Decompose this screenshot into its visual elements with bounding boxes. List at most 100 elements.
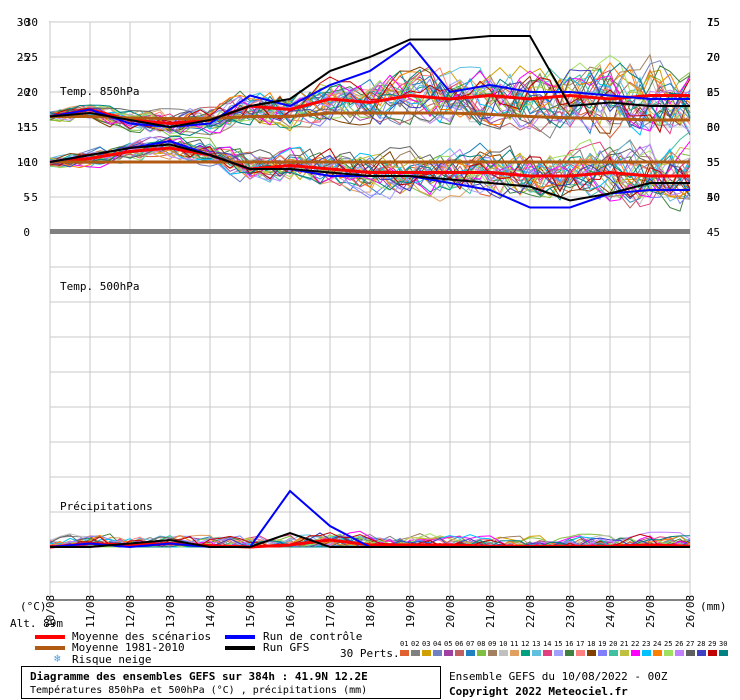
x-tick-label: 20/08 — [444, 595, 457, 628]
pert-number: 13 — [532, 640, 541, 648]
y-tick-right-500: 25 — [707, 86, 720, 99]
pert-color-box — [708, 650, 717, 656]
pert-color-box — [587, 650, 596, 656]
legend-mean-label: Moyenne des scénarios — [72, 630, 212, 643]
x-tick-label: 19/08 — [404, 595, 417, 628]
pert-color-box — [697, 650, 706, 656]
perturbation-line — [50, 74, 691, 139]
pert-color-box — [598, 650, 607, 656]
y-tick-500: -20 — [18, 86, 38, 99]
series-line — [49, 143, 690, 202]
panel-title-500: Temp. 500hPa — [60, 280, 140, 293]
pert-color-box — [477, 650, 486, 656]
pert-number: 01 — [400, 640, 409, 648]
pert-number: 11 — [510, 640, 519, 648]
pert-color-box — [642, 650, 651, 656]
legend-control-swatch — [225, 635, 255, 639]
pert-color-box — [554, 650, 563, 656]
y-tick-right-850: 70 — [707, 51, 720, 64]
pert-color-box — [543, 650, 552, 656]
y-tick-850: 20 — [17, 86, 30, 99]
pert-color-box — [488, 650, 497, 656]
y-tick-right-500: 35 — [707, 156, 720, 169]
pert-number: 30 — [719, 640, 728, 648]
y-tick-850: 25 — [17, 51, 30, 64]
pert-color-box — [675, 650, 684, 656]
pert-color-box — [521, 650, 530, 656]
pert-color-box — [565, 650, 574, 656]
pert-number: 15 — [554, 640, 563, 648]
pert-number: 23 — [642, 640, 651, 648]
series-line — [49, 41, 690, 129]
y-tick-right-850: 45 — [707, 226, 720, 239]
pert-number: 06 — [455, 640, 464, 648]
y-tick-right-500: 40 — [707, 191, 720, 204]
x-tick-label: 23/08 — [564, 595, 577, 628]
x-tick-label: 24/08 — [604, 595, 617, 628]
tick-labels: 30252015105075706560555045-5-10-15-20-25… — [17, 16, 720, 628]
x-tick-label: 14/08 — [204, 595, 217, 628]
pert-color-box — [510, 650, 519, 656]
pert-color-box — [576, 650, 585, 656]
pert-color-box — [631, 650, 640, 656]
y-tick-500: -10 — [18, 156, 38, 169]
legend-mean-swatch — [35, 635, 65, 639]
pert-color-box — [400, 650, 409, 656]
legend-control-label: Run de contrôle — [263, 630, 363, 643]
pert-number: 29 — [708, 640, 717, 648]
x-tick-label: 22/08 — [524, 595, 537, 628]
y-tick-right-850: 55 — [707, 156, 720, 169]
y-tick-850: 0 — [23, 226, 30, 239]
pert-number: 14 — [543, 640, 552, 648]
y-tick-500: -15 — [18, 121, 38, 134]
panel-separator — [50, 229, 690, 234]
pert-number: 20 — [609, 640, 618, 648]
y-tick-right-850: 65 — [707, 86, 720, 99]
x-tick-label: 10/08 — [44, 595, 57, 628]
pert-number: 25 — [664, 640, 673, 648]
altitude-label: Alt. 89m — [10, 617, 63, 630]
y-tick-850: 5 — [23, 191, 30, 204]
x-tick-label: 25/08 — [644, 595, 657, 628]
pert-number: 26 — [675, 640, 684, 648]
series-line — [49, 146, 690, 178]
legend-gfs-swatch — [225, 646, 255, 650]
y-tick-right-850: 50 — [707, 191, 720, 204]
pert-color-box — [422, 650, 431, 656]
pert-number: 22 — [631, 640, 640, 648]
x-tick-label: 16/08 — [284, 595, 297, 628]
y-tick-500: -25 — [18, 51, 38, 64]
perts-label: 30 Perts. — [340, 647, 400, 660]
x-tick-label: 26/08 — [684, 595, 697, 628]
left-unit-label: (°C) — [20, 600, 47, 613]
pert-number: 21 — [620, 640, 629, 648]
snowflake-icon: ❄ — [54, 652, 61, 665]
pert-color-box — [411, 650, 420, 656]
x-tick-label: 12/08 — [124, 595, 137, 628]
pert-color-box — [719, 650, 728, 656]
pert-number: 02 — [411, 640, 420, 648]
y-tick-right-850: 60 — [707, 121, 720, 134]
panel-title-850: Temp. 850hPa — [60, 85, 140, 98]
series-line — [49, 35, 690, 129]
pert-color-box — [466, 650, 475, 656]
pert-color-box — [433, 650, 442, 656]
pert-color-box — [664, 650, 673, 656]
pert-color-box — [532, 650, 541, 656]
main-series — [49, 35, 691, 549]
pert-number: 24 — [653, 640, 662, 648]
legend-climate-swatch — [35, 646, 65, 650]
pert-number: 07 — [466, 640, 475, 648]
pert-color-box — [609, 650, 618, 656]
copyright: Copyright 2022 Meteociel.fr — [449, 685, 628, 698]
right-unit-label: (mm) — [700, 600, 727, 613]
pert-color-box — [620, 650, 629, 656]
x-tick-label: 15/08 — [244, 595, 257, 628]
ensemble-info: Ensemble GEFS du 10/08/2022 - 00Z — [449, 670, 668, 683]
series-line — [50, 531, 690, 548]
footer-box: Diagramme des ensembles GEFS sur 384h : … — [21, 666, 441, 699]
pert-number: 12 — [521, 640, 530, 648]
y-tick-right-500: 30 — [707, 121, 720, 134]
footer-title: Diagramme des ensembles GEFS sur 384h : … — [30, 670, 368, 683]
